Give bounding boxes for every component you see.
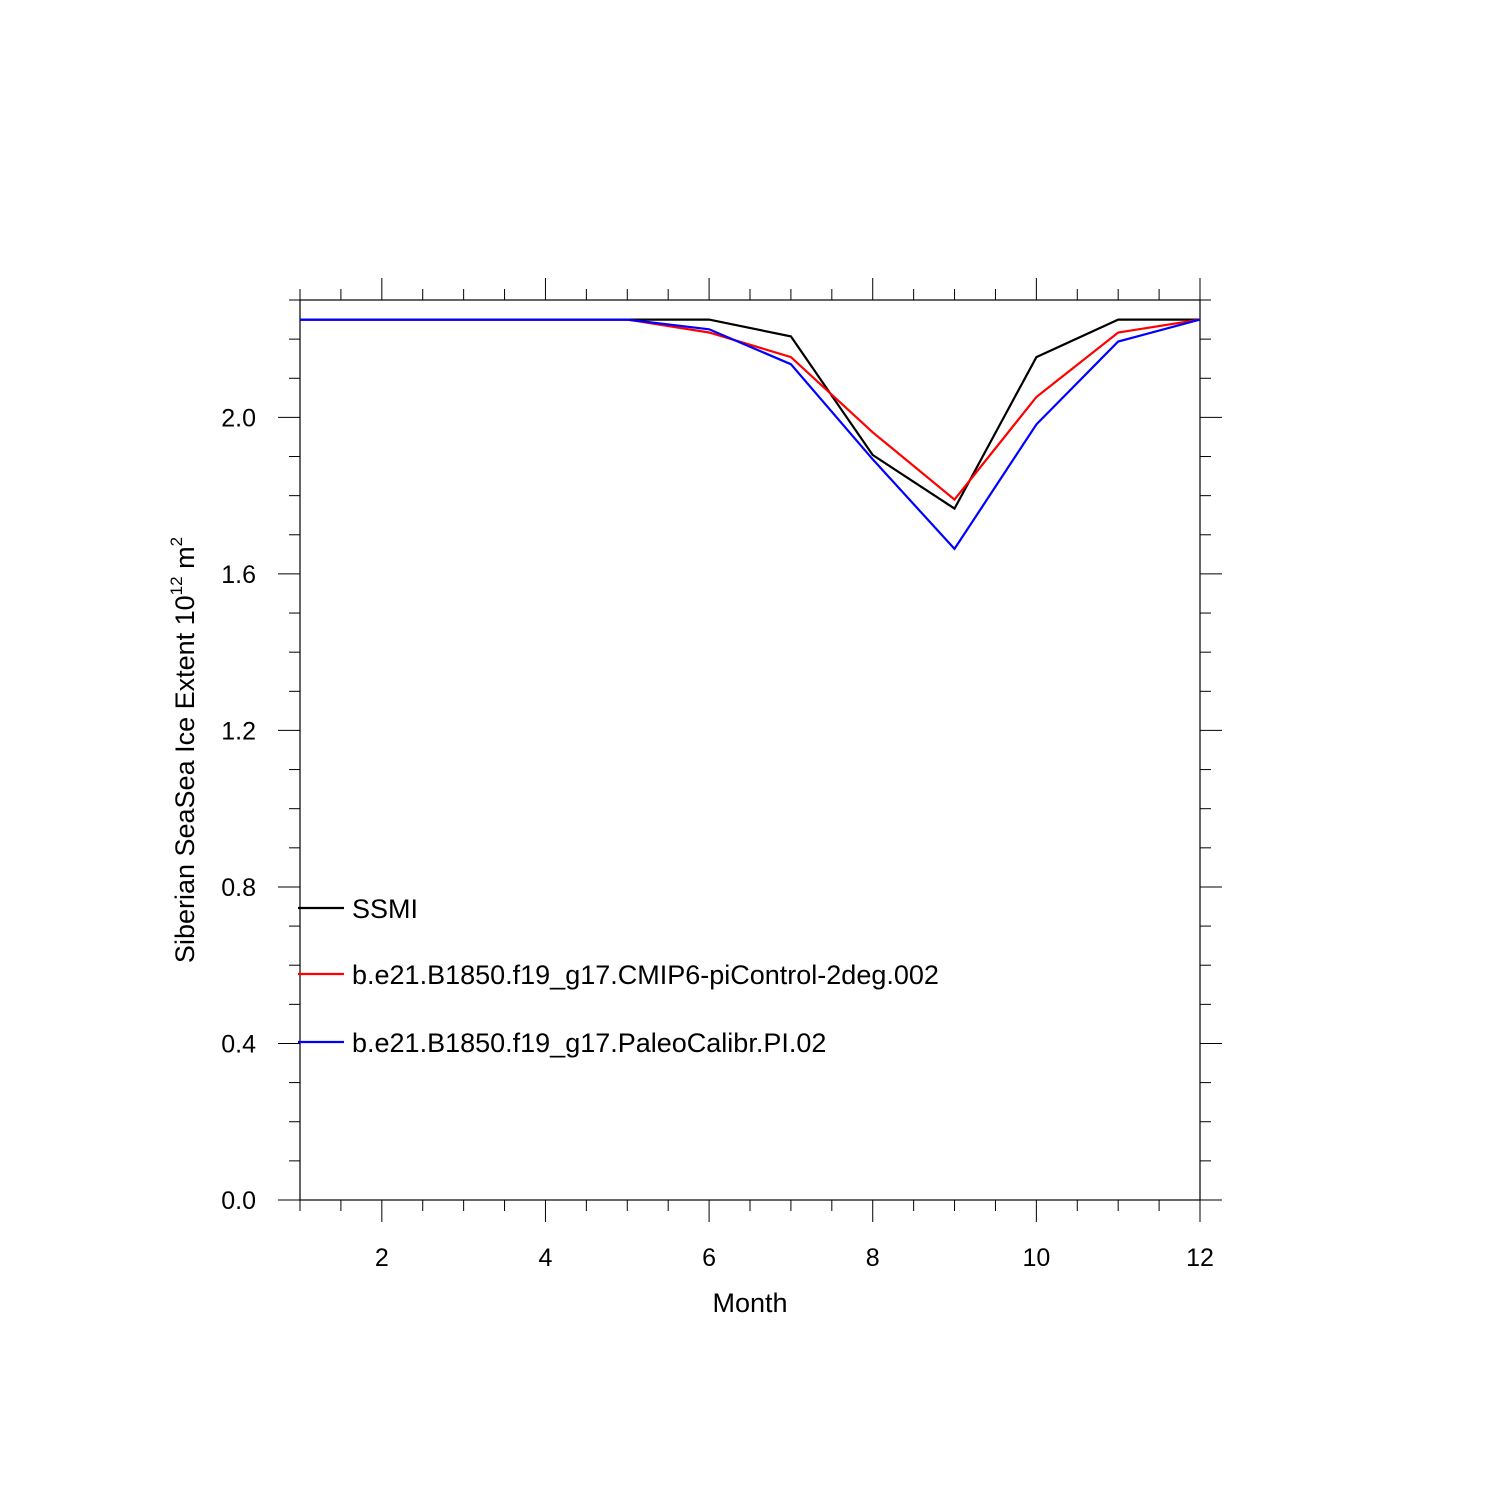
x-tick-label: 6 [702, 1244, 716, 1272]
x-tick-label: 2 [375, 1244, 389, 1272]
x-tick-label: 4 [539, 1244, 553, 1272]
legend-label: b.e21.B1850.f19_g17.CMIP6-piControl-2deg… [352, 960, 939, 990]
x-tick-label: 8 [866, 1244, 880, 1272]
y-tick-labels: 0.0 0.4 0.8 1.2 1.6 2.0 [221, 404, 256, 1215]
series-line-1 [300, 318, 1200, 511]
y-tick-label: 0.4 [221, 1030, 256, 1058]
y-tick-label: 1.2 [221, 717, 256, 745]
y-tick-label: 0.0 [221, 1187, 256, 1215]
y-axis-title-exponent: 12 [167, 576, 186, 595]
axis-ticks [278, 278, 1222, 1222]
x-tick-label: 12 [1186, 1244, 1214, 1272]
legend-label: b.e21.B1850.f19_g17.PaleoCalibr.PI.02 [352, 1028, 826, 1058]
x-tick-label: 10 [1022, 1244, 1050, 1272]
y-tick-label: 0.8 [221, 874, 256, 902]
legend: SSMI b.e21.B1850.f19_g17.CMIP6-piControl-… [298, 894, 939, 1058]
y-tick-label: 1.6 [221, 561, 256, 589]
x-tick-labels: 2 4 6 8 10 12 [375, 1244, 1214, 1272]
y-axis-title-unit-exponent: 2 [167, 537, 186, 546]
plot-area-border [299, 299, 1201, 1201]
plot-frame [299, 299, 1201, 1201]
series-line-3 [300, 318, 1201, 551]
x-axis-title: Month [712, 1288, 787, 1318]
legend-label: SSMI [352, 894, 418, 924]
y-axis-title-main: Siberian SeaSea Ice Extent 10 [170, 595, 200, 963]
y-axis-title-unit: m [170, 546, 200, 576]
series-lines [300, 318, 1201, 551]
y-axis-title: Siberian SeaSea Ice Extent 1012 m2 [167, 537, 200, 963]
y-tick-label: 2.0 [221, 404, 256, 432]
